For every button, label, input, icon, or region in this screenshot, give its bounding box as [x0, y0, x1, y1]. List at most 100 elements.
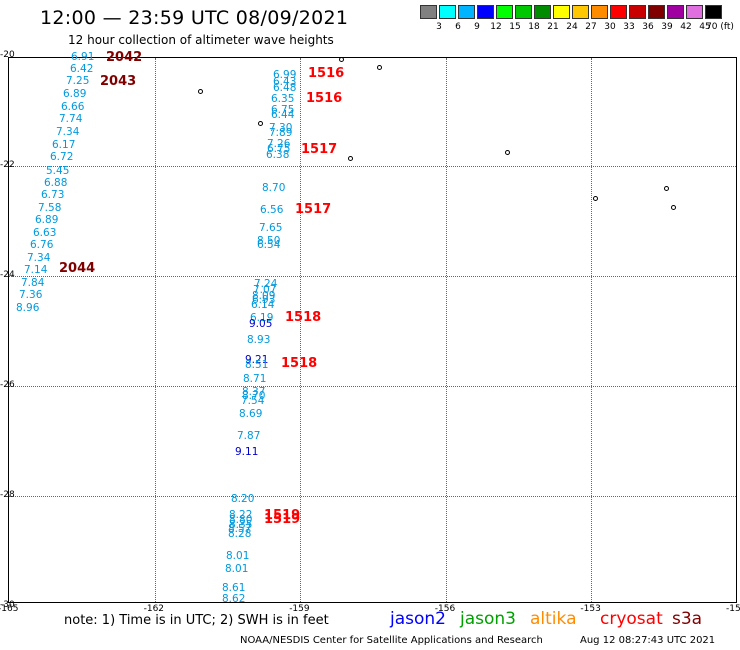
latitude-gridline [9, 386, 736, 387]
wave-height-value: 6.76 [30, 239, 54, 251]
island-marker [664, 186, 669, 191]
legend-label: 30 [604, 22, 616, 32]
wave-height-value: 7.87 [237, 430, 261, 442]
island-marker [671, 205, 676, 210]
longitude-label: -153 [580, 604, 601, 614]
longitude-gridline [445, 58, 447, 602]
footnote: note: 1) Time is in UTC; 2) SWH is in fe… [64, 613, 329, 628]
legend-label: 21 [547, 22, 559, 32]
legend-label: 27 [585, 22, 597, 32]
wave-height-value: 6.14 [251, 299, 275, 311]
orbit-number: 2042 [106, 50, 143, 65]
wave-height-value: 6.63 [33, 227, 57, 239]
wave-height-value: 8.57 [228, 523, 252, 535]
latitude-label: -24 [0, 270, 15, 280]
wave-height-value: 6.99 [273, 69, 297, 81]
legend-swatch [553, 5, 570, 19]
wave-height-value: 7.34 [27, 252, 51, 264]
wave-height-value: 8.28 [228, 528, 252, 540]
wave-height-value: 5.45 [46, 165, 70, 177]
legend-label: 45 [699, 22, 711, 32]
wave-height-value: 9.11 [235, 446, 259, 458]
legend-label: 15 [509, 22, 521, 32]
wave-height-value: 6.72 [50, 151, 74, 163]
map-title: 12:00 — 23:59 UTC 08/09/2021 [40, 7, 349, 29]
wave-height-value: 6.93 [252, 294, 276, 306]
wave-height-value: 6.75 [271, 104, 295, 116]
wave-height-value: 7.30 [269, 122, 293, 134]
wave-height-value: 6.54 [257, 239, 281, 251]
satellite-label-s3a: s3a [672, 609, 703, 629]
latitude-gridline [9, 496, 736, 497]
island-marker [198, 89, 203, 94]
wave-height-value: 7.74 [59, 113, 83, 125]
wave-height-value: 8.35 [229, 519, 253, 531]
wave-height-value: 6.89 [63, 88, 87, 100]
wave-height-value: 6.89 [35, 214, 59, 226]
wave-height-value: 6.44 [271, 109, 295, 121]
longitude-gridline [591, 58, 593, 602]
legend-label: 36 [642, 22, 654, 32]
wave-height-value: 8.50 [257, 235, 281, 247]
map-subtitle: 12 hour collection of altimeter wave hei… [68, 33, 334, 47]
legend-swatch [610, 5, 627, 19]
orbit-number: 1516 [308, 66, 345, 81]
legend-swatch [667, 5, 684, 19]
legend-label: 24 [566, 22, 578, 32]
wave-height-value: 7.58 [38, 202, 62, 214]
legend-label: 42 [680, 22, 692, 32]
legend-swatch [515, 5, 532, 19]
legend-swatch [439, 5, 456, 19]
wave-height-value: 7.07 [253, 284, 277, 296]
legend-label: 18 [528, 22, 540, 32]
latitude-label: -30 [0, 600, 15, 610]
orbit-number: 2043 [100, 74, 137, 89]
legend-label: 9 [474, 22, 480, 32]
legend-swatch [705, 5, 722, 19]
wave-height-value: 6.43 [273, 76, 297, 88]
wave-height-value: 6.17 [52, 139, 76, 151]
satellite-label-jason2: jason2 [390, 609, 446, 629]
wave-height-value: 7.26 [267, 138, 291, 150]
wave-height-value: 7.34 [56, 126, 80, 138]
legend-swatch [534, 5, 551, 19]
legend-label: 33 [623, 22, 635, 32]
legend-swatch [477, 5, 494, 19]
legend-unit: 70 (ft) [706, 22, 734, 32]
wave-height-value: 8.69 [239, 408, 263, 420]
wave-height-value: 8.01 [226, 550, 250, 562]
latitude-label: -22 [0, 160, 15, 170]
orbit-number: 1519 [264, 512, 301, 527]
legend-swatch [591, 5, 608, 19]
island-marker [348, 156, 353, 161]
longitude-gridline [154, 58, 156, 602]
wave-height-value: 6.38 [266, 149, 290, 161]
orbit-number: 2044 [59, 261, 96, 276]
footer-org: NOAA/NESDIS Center for Satellite Applica… [240, 635, 543, 646]
wave-height-value: 8.80 [229, 514, 253, 526]
longitude-label: -159 [289, 604, 310, 614]
wave-height-value: 6.19 [250, 312, 274, 324]
wave-height-value: 6.56 [260, 204, 284, 216]
wave-height-value: 6.48 [273, 82, 297, 94]
satellite-label-jason3: jason3 [460, 609, 516, 629]
wave-height-value: 6.91 [71, 51, 95, 63]
orbit-number: 1519 [264, 508, 301, 523]
latitude-label: -20 [0, 50, 15, 60]
orbit-number: 1517 [301, 142, 338, 157]
wave-height-value: 7.36 [19, 289, 43, 301]
island-marker [593, 196, 598, 201]
map-area[interactable]: 6.91 6.42 7.25 6.89 6.66 7.74 7.34 6.17 6.72 5.45… [8, 51, 737, 604]
longitude-label: -156 [434, 604, 456, 614]
satellite-label-cryosat: cryosat [600, 609, 663, 629]
legend-swatch [572, 5, 589, 19]
latitude-gridline [9, 166, 736, 167]
wave-height-value: 7.25 [66, 75, 90, 87]
wave-height-value: 8.96 [16, 302, 40, 314]
wave-height-value: 7.24 [254, 278, 278, 290]
wave-height-value: 8.22 [229, 509, 253, 521]
wave-height-value: 8.09 [252, 290, 276, 302]
wave-height-value: 7.54 [241, 395, 265, 407]
wave-height-value: 8.70 [262, 182, 286, 194]
orbit-number: 1516 [306, 91, 343, 106]
